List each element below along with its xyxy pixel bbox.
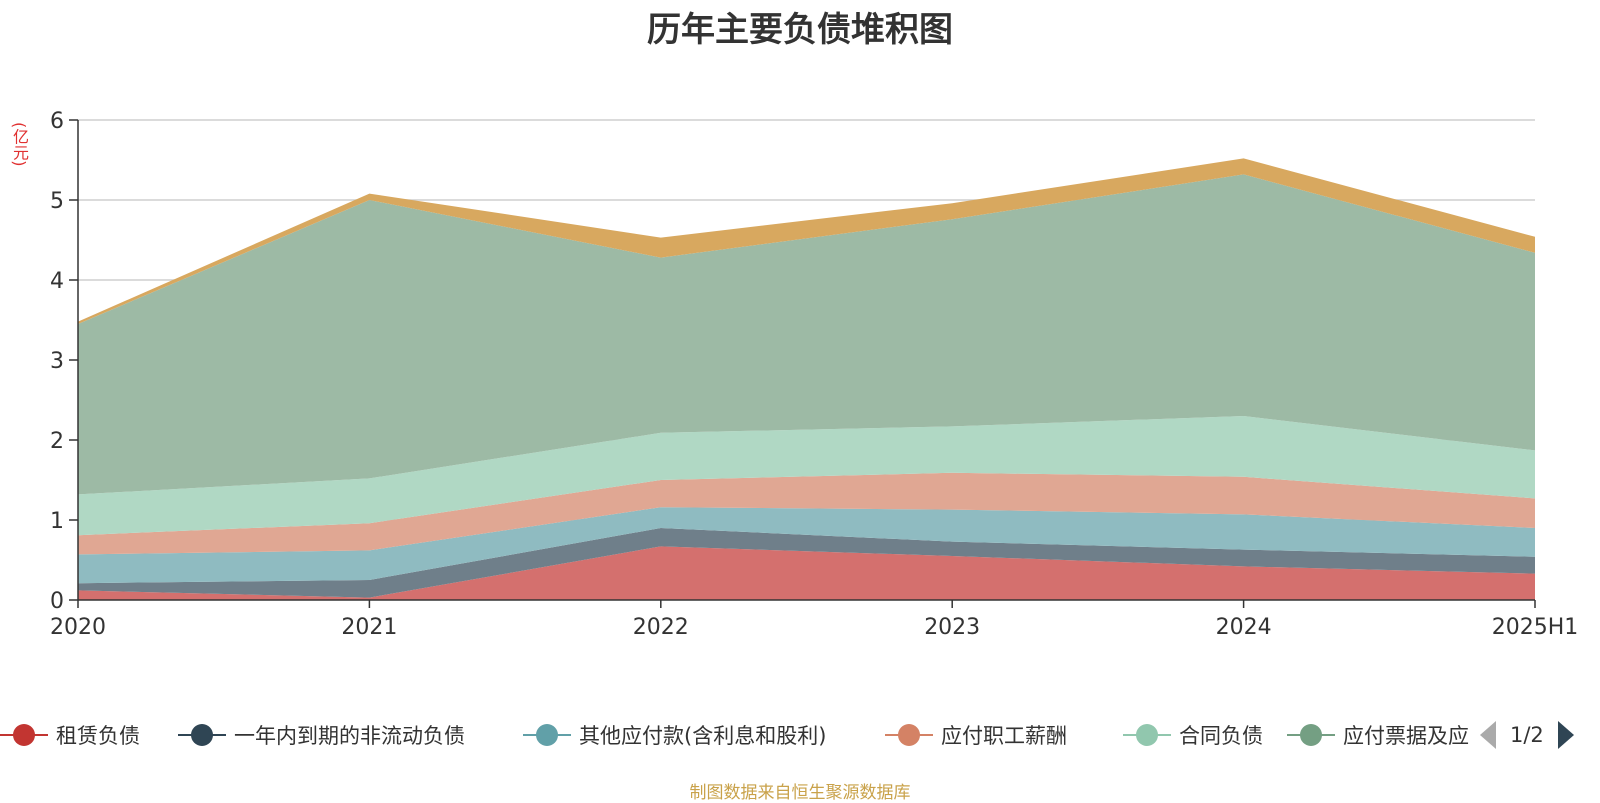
y-axis-unit-label: (亿元) xyxy=(10,122,29,167)
legend-label: 应付票据及应 xyxy=(1343,724,1469,748)
legend-label: 合同负债 xyxy=(1179,724,1263,748)
x-tick-label: 2023 xyxy=(924,615,980,640)
y-tick-label: 2 xyxy=(50,429,64,454)
legend-prev-page-icon xyxy=(1480,721,1496,749)
legend-item[interactable]: 其他应付款(含利息和股利) xyxy=(523,718,875,752)
chart-legend: 租赁负债 一年内到期的非流动负债 其他应付款(含利息和股利) 应付职工薪酬 合同负债 应付… xyxy=(0,718,1600,754)
legend-marker-icon xyxy=(1287,720,1335,750)
area-series-1 xyxy=(78,528,1535,598)
y-tick-label: 4 xyxy=(50,269,64,294)
x-tick-label: 2020 xyxy=(50,615,106,640)
x-tick-label: 2022 xyxy=(633,615,689,640)
x-tick-label: 2021 xyxy=(341,615,397,640)
y-tick-label: 3 xyxy=(50,349,64,374)
stacked-area-chart: 0 1 2 3 4 5 6 2020 2021 2022 2023 2024 2025H1 xyxy=(50,109,1579,640)
legend-marker-icon xyxy=(885,720,933,750)
legend-label: 应付职工薪酬 xyxy=(941,724,1067,748)
area-series-5 xyxy=(78,174,1535,495)
legend-marker-icon xyxy=(523,720,571,750)
x-tick-label: 2025H1 xyxy=(1492,615,1579,640)
legend-label: 租赁负债 xyxy=(56,724,140,748)
y-tick-label: 1 xyxy=(50,509,64,534)
area-series-0 xyxy=(78,546,1535,600)
legend-item[interactable]: 应付职工薪酬 xyxy=(885,718,1113,752)
legend-marker-icon xyxy=(0,720,48,750)
area-series-4 xyxy=(78,416,1535,536)
y-tick-label: 0 xyxy=(50,589,64,614)
chart-title: 历年主要负债堆积图 xyxy=(647,10,953,50)
area-series-2 xyxy=(78,507,1535,584)
legend-pager: 1/2 xyxy=(1480,718,1574,752)
legend-item[interactable]: 合同负债 xyxy=(1123,718,1277,752)
legend-label: 一年内到期的非流动负债 xyxy=(234,724,465,748)
legend-next-page-icon[interactable] xyxy=(1557,721,1574,749)
legend-marker-icon xyxy=(178,720,226,750)
legend-page-indicator: 1/2 xyxy=(1510,723,1544,747)
y-tick-label: 5 xyxy=(50,189,64,214)
x-tick-label: 2024 xyxy=(1216,615,1272,640)
legend-marker-icon xyxy=(1123,720,1171,750)
legend-item[interactable]: 应付票据及应 xyxy=(1287,718,1475,752)
legend-item[interactable]: 一年内到期的非流动负债 xyxy=(178,718,513,752)
legend-label: 其他应付款(含利息和股利) xyxy=(579,724,827,748)
legend-item[interactable]: 租赁负债 xyxy=(0,718,168,752)
area-series-3 xyxy=(78,472,1535,555)
y-tick-label: 6 xyxy=(50,109,64,134)
data-source-note: 制图数据来自恒生聚源数据库 xyxy=(689,783,911,803)
